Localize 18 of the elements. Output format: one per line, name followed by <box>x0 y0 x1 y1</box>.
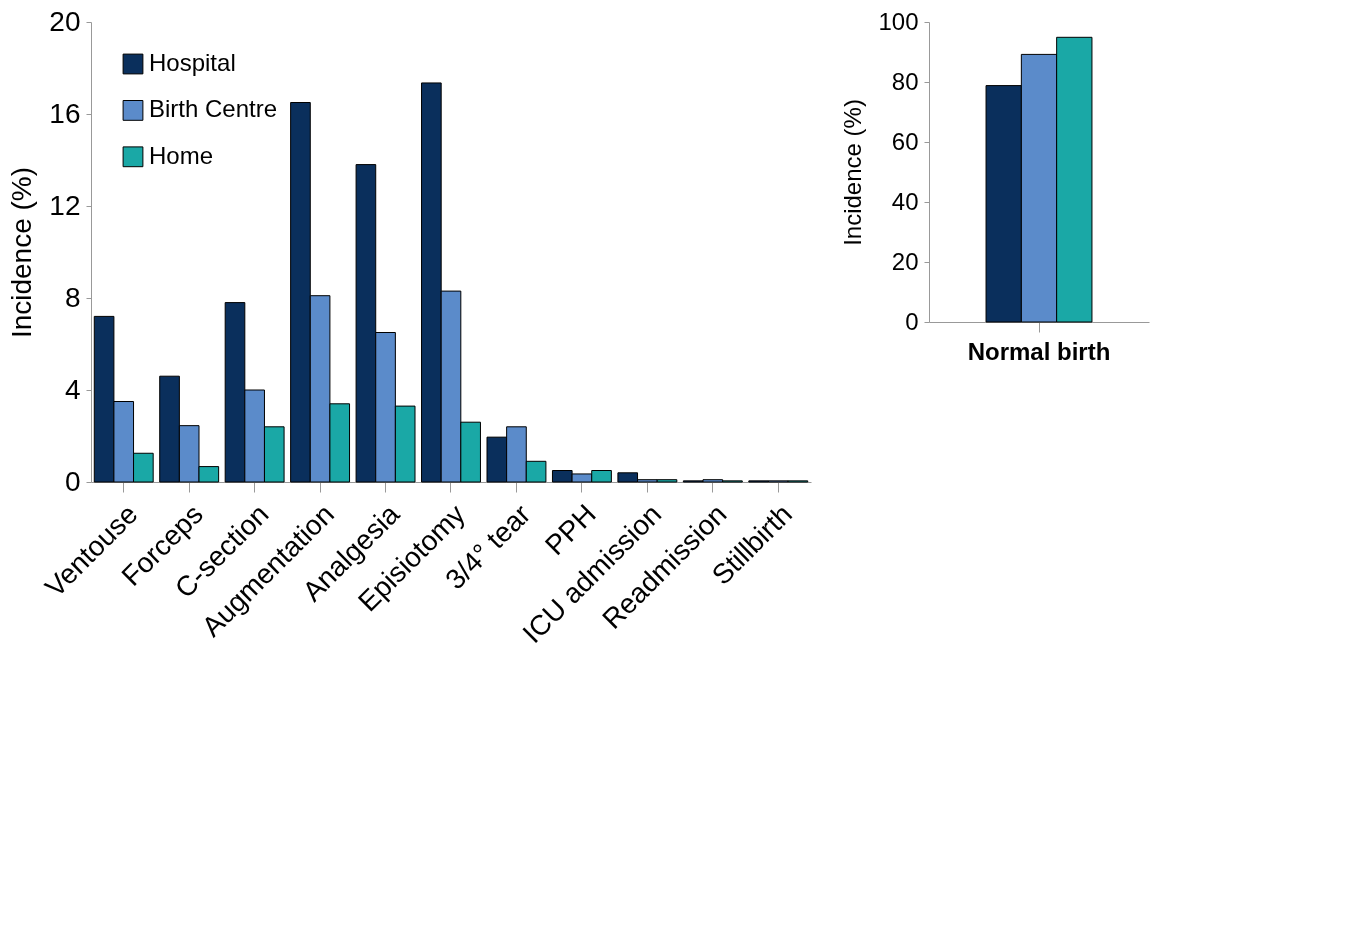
y-tick-label: 0 <box>64 465 81 497</box>
y-tick-label: 4 <box>64 373 81 405</box>
legend-label: Hospital <box>149 49 236 76</box>
legend-label: Birth Centre <box>149 95 278 123</box>
y-tick-label: 12 <box>49 189 81 221</box>
legend-label: Home <box>149 141 214 169</box>
y-axis-title: Incidence (%) <box>6 166 38 339</box>
y-tick-label: 20 <box>49 5 81 37</box>
y-tick-label: 80 <box>891 67 919 95</box>
y-tick-label: 100 <box>878 7 919 35</box>
y-tick-label: 60 <box>891 127 919 155</box>
y-tick-label: 8 <box>64 281 81 313</box>
y-tick-label: 0 <box>905 307 919 335</box>
y-tick-label: 40 <box>891 187 919 215</box>
y-tick-label: 16 <box>49 97 81 129</box>
x-tick-label: Normal birth <box>967 337 1111 365</box>
y-axis-title: Incidence (%) <box>839 99 867 246</box>
y-tick-label: 20 <box>891 247 919 275</box>
